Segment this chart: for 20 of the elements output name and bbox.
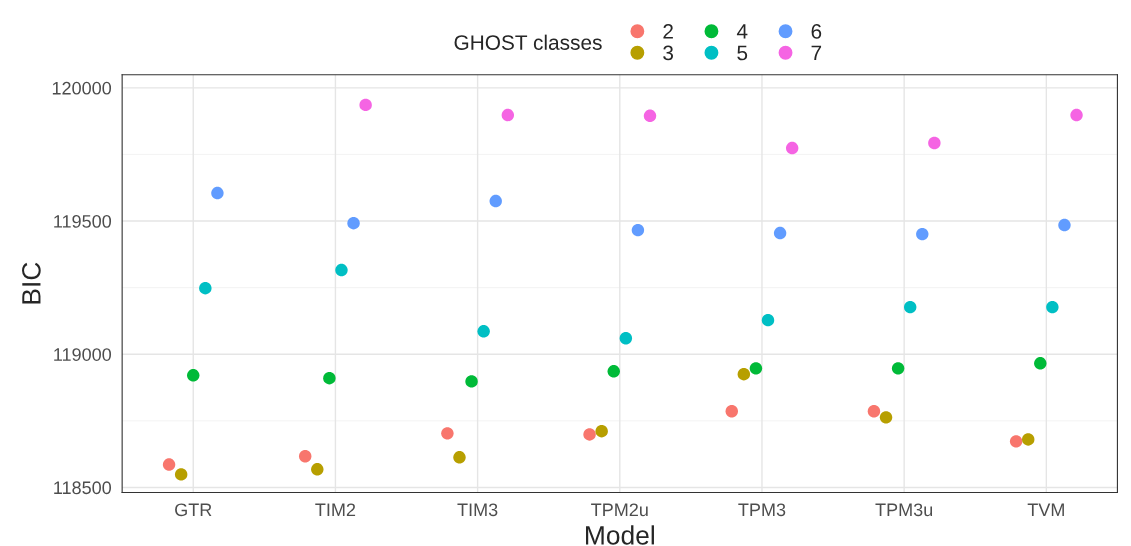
legend-label: 6 xyxy=(811,24,822,39)
legend-label: 3 xyxy=(663,45,674,61)
x-tick-label: TIM3 xyxy=(457,503,498,517)
x-tick-label: TVM xyxy=(1027,503,1064,516)
legend-label: 5 xyxy=(737,45,748,61)
legend-label: 7 xyxy=(811,45,822,61)
y-axis-title: BIC xyxy=(22,262,41,304)
legend-label: 2 xyxy=(663,24,673,39)
legend-label: 4 xyxy=(736,24,748,39)
y-tick-label: 119000 xyxy=(54,348,112,361)
x-tick-label: TPM3 xyxy=(738,503,786,517)
legend-title: GHOST classes xyxy=(454,34,602,50)
x-tick-label: TPM2u xyxy=(591,503,648,517)
x-axis-title: Model xyxy=(586,525,654,545)
x-tick-label: GTR xyxy=(175,503,212,517)
x-tick-label: TPM3u xyxy=(875,503,933,517)
y-tick-label: 119500 xyxy=(54,214,112,228)
y-tick-label: 120000 xyxy=(52,81,112,95)
y-tick-label: 118500 xyxy=(54,481,112,495)
x-tick-label: TIM2 xyxy=(315,503,356,516)
